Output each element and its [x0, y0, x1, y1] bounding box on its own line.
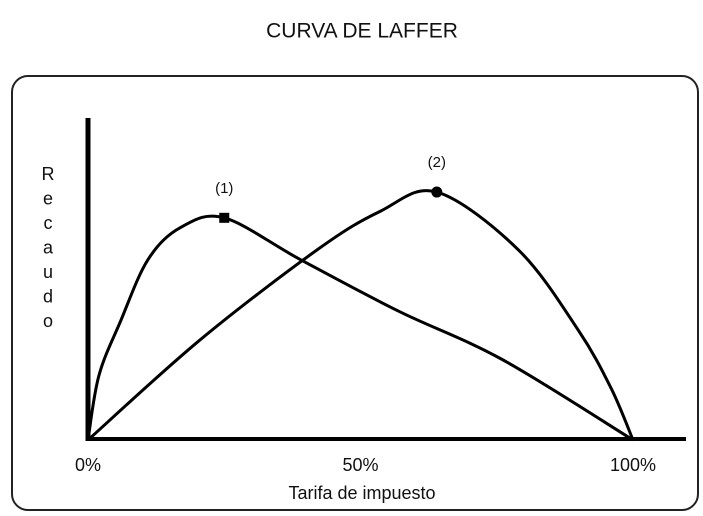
- peak-marker: [219, 212, 230, 223]
- peak-marker: [431, 186, 443, 198]
- x-axis-label: Tarifa de impuesto: [288, 483, 435, 503]
- peak-label: (2): [428, 154, 446, 171]
- line: [87, 189, 635, 442]
- frame: [11, 75, 699, 511]
- peak-label: (1): [215, 180, 233, 197]
- x-tick-label: 50%: [342, 455, 378, 475]
- chart-title: CURVA DE LAFFER: [266, 20, 458, 43]
- line: [86, 214, 634, 442]
- x-tick-label: 0%: [75, 455, 101, 475]
- x-tick-label: 100%: [610, 455, 656, 475]
